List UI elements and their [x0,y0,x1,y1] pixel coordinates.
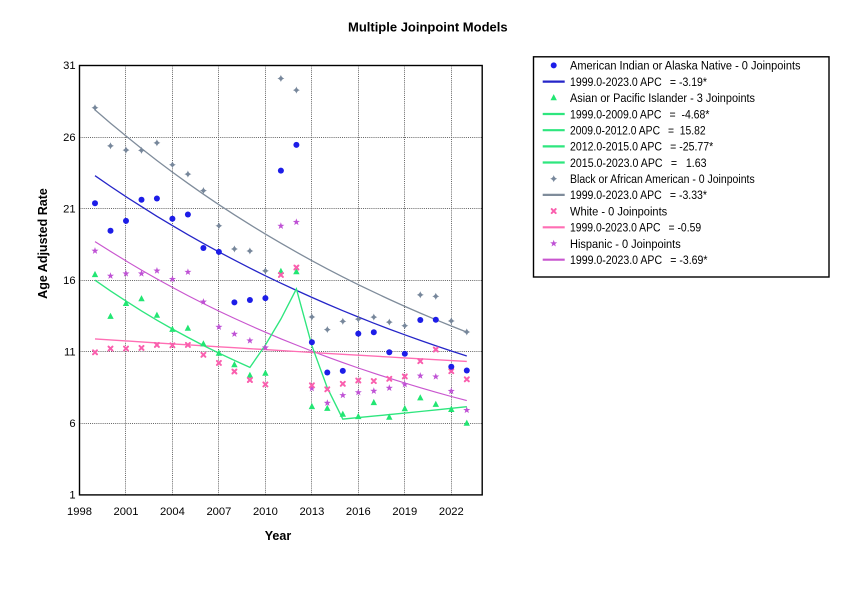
svg-text:2001: 2001 [114,506,139,518]
svg-text:White - 0 Joinpoints: White - 0 Joinpoints [570,204,667,218]
svg-text:1999.0-2023.0 APC = -3.33*: 1999.0-2023.0 APC = -3.33* [570,188,707,202]
svg-text:1998: 1998 [67,506,92,518]
svg-text:1999.0-2023.0 APC = -3.19*: 1999.0-2023.0 APC = -3.19* [570,75,707,89]
svg-text:2012.0-2015.0 APC = -25.77*: 2012.0-2015.0 APC = -25.77* [570,140,713,154]
svg-text:Hispanic - 0 Joinpoints: Hispanic - 0 Joinpoints [570,237,681,251]
svg-text:16: 16 [63,275,75,287]
svg-text:American Indian or Alaska Nati: American Indian or Alaska Native - 0 Joi… [570,59,801,73]
svg-text:2016: 2016 [346,506,371,518]
svg-text:2019: 2019 [392,506,417,518]
svg-text:6: 6 [69,418,75,430]
svg-text:Asian or Pacific Islander - 3: Asian or Pacific Islander - 3 Joinpoints [570,91,755,105]
svg-text:1999.0-2009.0 APC = -4.68*: 1999.0-2009.0 APC = -4.68* [570,107,710,121]
svg-text:26: 26 [63,132,75,144]
svg-text:2007: 2007 [206,506,231,518]
svg-text:21: 21 [63,203,75,215]
svg-text:1: 1 [69,490,75,502]
svg-text:2009.0-2012.0 APC = 15.82: 2009.0-2012.0 APC = 15.82 [570,124,706,138]
svg-text:1999.0-2023.0 APC = -0.59: 1999.0-2023.0 APC = -0.59 [570,221,701,235]
svg-text:2015.0-2023.0 APC = 1.63: 2015.0-2023.0 APC = 1.63 [570,156,707,170]
svg-text:Year: Year [265,529,292,543]
svg-text:Black or African American - 0: Black or African American - 0 Joinpoints [570,172,755,186]
svg-text:2010: 2010 [253,506,278,518]
svg-text:Multiple Joinpoint Models: Multiple Joinpoint Models [348,20,508,35]
svg-text:2004: 2004 [160,506,185,518]
svg-text:11: 11 [64,347,76,359]
svg-text:1999.0-2023.0 APC = -3.69*: 1999.0-2023.0 APC = -3.69* [570,253,708,267]
svg-text:2022: 2022 [439,506,464,518]
svg-text:31: 31 [63,60,75,72]
svg-text:2013: 2013 [299,506,324,518]
svg-text:Age Adjusted Rate: Age Adjusted Rate [36,188,50,299]
